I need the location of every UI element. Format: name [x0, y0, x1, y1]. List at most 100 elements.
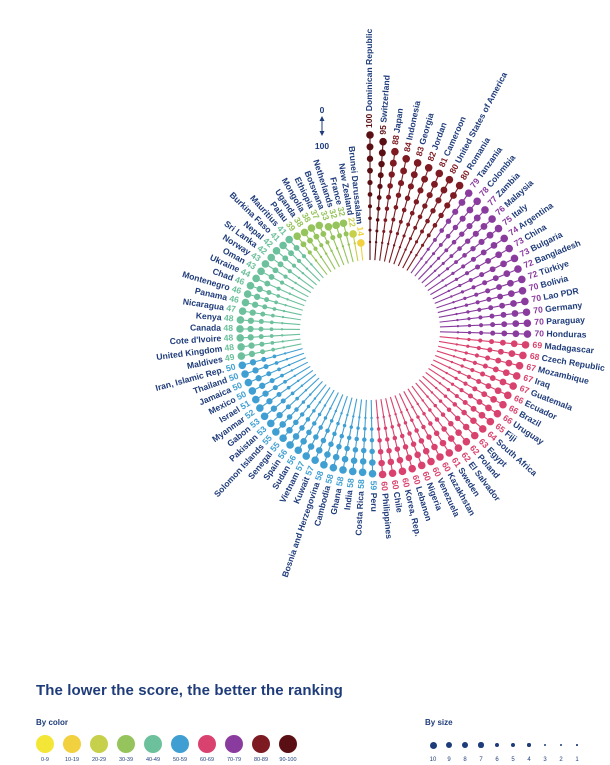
- lollipop-dot: [349, 425, 353, 429]
- lollipop-dot: [500, 311, 507, 318]
- lollipop-dot: [387, 183, 393, 189]
- lollipop-dot: [503, 270, 511, 278]
- lollipop-dot: [398, 246, 402, 249]
- lollipop-dot: [272, 267, 279, 274]
- lollipop-dot: [301, 254, 307, 259]
- lollipop-dot: [271, 313, 275, 318]
- country-label: 70 Honduras: [534, 329, 587, 340]
- lollipop-dot: [379, 137, 387, 146]
- lollipop-dot: [470, 367, 475, 373]
- lollipop-dot: [404, 248, 407, 251]
- lollipop-stem: [418, 209, 486, 280]
- score-value: 73: [518, 246, 531, 259]
- lollipop-dot: [247, 334, 254, 341]
- lollipop-dot: [472, 230, 479, 237]
- country-label: Canada 48: [190, 323, 233, 333]
- lollipop-dot: [367, 192, 373, 197]
- lollipop-stem: [335, 225, 349, 264]
- lollipop-dot: [335, 247, 339, 250]
- size-dot-label: 6: [495, 757, 499, 763]
- lollipop-dot: [485, 288, 491, 294]
- lollipop-dot: [472, 386, 478, 392]
- lollipop-stem: [410, 192, 470, 274]
- lollipop-dot: [411, 405, 414, 409]
- lollipop-dot: [370, 416, 373, 420]
- lollipop-dot: [515, 361, 524, 370]
- lollipop-dot: [402, 154, 410, 163]
- lollipop-dot: [426, 434, 432, 440]
- lollipop-dot: [452, 355, 456, 358]
- lollipop-dot: [296, 258, 302, 263]
- lollipop-dot: [257, 267, 265, 276]
- lollipop-dot: [415, 240, 419, 244]
- country-label: Cote d'Ivoire 48: [169, 333, 233, 347]
- lollipop-dot: [267, 419, 275, 428]
- lollipop-dot: [388, 414, 391, 417]
- lollipop-dot: [485, 355, 491, 361]
- lollipop-dot: [426, 247, 430, 251]
- lollipop-dot: [445, 449, 454, 457]
- lollipop-dot: [332, 431, 337, 437]
- lollipop-dot: [486, 296, 492, 302]
- color-swatch: [198, 735, 216, 753]
- lollipop-dot: [510, 254, 519, 263]
- score-value: 50: [228, 371, 241, 384]
- lollipop-dot: [505, 359, 513, 367]
- country-label: India 58: [342, 477, 356, 510]
- lollipop-dot: [398, 219, 403, 224]
- lollipop-dot: [480, 371, 486, 377]
- lollipop-dot: [313, 233, 320, 240]
- country-label: 70 Germany: [533, 300, 583, 316]
- score-value: 82: [426, 150, 439, 163]
- score-value: 37: [308, 208, 321, 221]
- lollipop-dot: [313, 397, 317, 400]
- country-label: 100 Dominican Republic: [364, 28, 374, 128]
- lollipop-dot: [342, 423, 347, 428]
- lollipop-dot: [377, 448, 384, 455]
- lollipop-dot: [495, 251, 503, 259]
- score-value: 100: [364, 113, 374, 128]
- lollipop-dot: [485, 404, 492, 412]
- lollipop-dot: [478, 238, 485, 246]
- color-swatch-label: 0-9: [41, 757, 49, 763]
- score-value: 14: [355, 226, 366, 237]
- lollipop-dot: [432, 223, 438, 228]
- lollipop-dot: [449, 254, 454, 258]
- lollipop-dot: [490, 322, 496, 328]
- lollipop-dot: [460, 364, 464, 368]
- lollipop-dot: [417, 461, 426, 470]
- lollipop-dot: [410, 418, 414, 422]
- lollipop-dot: [433, 430, 440, 437]
- country-name: Kenya: [195, 311, 222, 323]
- lollipop-dot: [482, 280, 488, 286]
- size-dot-label: 5: [511, 757, 515, 763]
- country-label: 95 Switzerland: [378, 75, 392, 135]
- lollipop-dot: [466, 310, 470, 314]
- lollipop-dot: [445, 218, 452, 224]
- lollipop-dot: [473, 197, 481, 206]
- lollipop-dot: [428, 408, 432, 412]
- lollipop-dot: [236, 325, 244, 333]
- lollipop-dot: [400, 411, 403, 414]
- lollipop-dot: [258, 326, 264, 332]
- country-label: Kenya 48: [195, 311, 234, 324]
- lollipop-dot: [475, 300, 480, 305]
- country-name: Iraq: [534, 376, 552, 390]
- lollipop-dot: [387, 458, 395, 466]
- lollipop-dot: [378, 459, 385, 467]
- lollipop-dot: [441, 426, 447, 432]
- lollipop-dot: [282, 309, 286, 313]
- lollipop-dot: [350, 457, 358, 464]
- lollipop-dot: [244, 378, 253, 387]
- lollipop-dot: [312, 421, 317, 426]
- lollipop-dot: [439, 228, 445, 233]
- lollipop-dot: [266, 290, 272, 296]
- lollipop-dot: [426, 395, 429, 398]
- lollipop-dot: [511, 310, 519, 317]
- lollipop-dot: [294, 407, 299, 412]
- lollipop-dot: [272, 307, 277, 311]
- lollipop-dot: [443, 394, 448, 398]
- lollipop-dot: [264, 280, 271, 287]
- score-value: 49: [224, 352, 236, 364]
- score-value: 46: [228, 293, 240, 305]
